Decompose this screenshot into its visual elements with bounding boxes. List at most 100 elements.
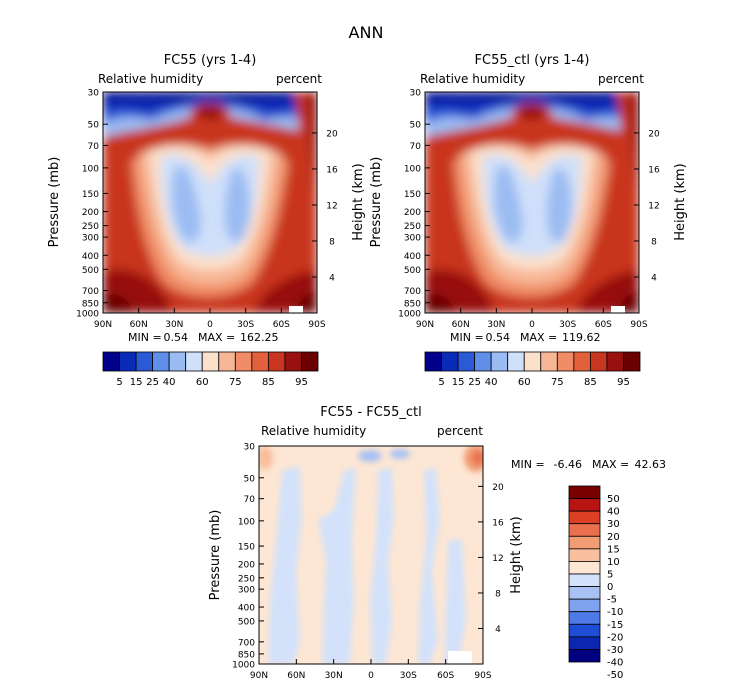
panel-title: FC55 (yrs 1-4)	[164, 53, 257, 68]
colorbar-label: 15	[130, 377, 143, 388]
x-tick-label: 0	[529, 320, 535, 330]
colorbar-box	[568, 523, 601, 537]
x-tick-label: 30N	[487, 320, 505, 330]
colorbar-box	[568, 636, 601, 650]
colorbar-box	[490, 351, 509, 372]
y-tick-label: 500	[404, 266, 421, 276]
height-tick-label: 8	[329, 237, 335, 247]
y-axis-height: 20 16 12 8 4	[478, 483, 504, 635]
x-tick-label: 60N	[452, 320, 470, 330]
negative-region	[370, 468, 394, 664]
colorbar-label: 25	[468, 377, 481, 388]
colorbar-label: 40	[607, 507, 620, 518]
x-tick-label: 90N	[416, 320, 434, 330]
y-axis-height: 20 16 12 8 4	[634, 129, 660, 283]
stats: MIN = 0.54 MAX = 162.25	[128, 331, 279, 344]
colorbar-label: -30	[607, 645, 623, 656]
y-tick-label: 700	[82, 287, 99, 297]
colorbar-label: 60	[518, 377, 531, 388]
positive-region	[472, 451, 483, 465]
max-value: 42.63	[635, 458, 667, 471]
y-tick-label: 400	[238, 604, 255, 614]
y-tick-label: 1000	[232, 661, 255, 671]
right-label: percent	[437, 424, 483, 438]
field-layers	[103, 92, 317, 313]
y-tick-label: 300	[404, 234, 421, 244]
y-tick-label: 100	[82, 164, 99, 174]
height-tick-label: 16	[326, 165, 338, 175]
negative-region	[444, 540, 466, 664]
colorbar-box	[301, 351, 319, 372]
x-axis: 90N 60N 30N 0 30S 60S 90S	[94, 308, 326, 330]
y-tick-label: 250	[82, 222, 99, 232]
y-tick-label: 1000	[76, 310, 99, 320]
colorbar-box	[424, 351, 442, 372]
colorbar-box	[568, 535, 601, 550]
colorbar-label: 10	[607, 557, 620, 568]
x-axis: 90N 60N 30N 0 30S 60S 90S	[416, 308, 648, 330]
colorbar-box	[284, 351, 302, 372]
colorbar-box	[589, 351, 608, 372]
colorbar-box	[568, 573, 601, 587]
colorbar-box	[556, 351, 575, 372]
y-tick-label: 300	[82, 234, 99, 244]
x-tick-label: 90N	[94, 320, 112, 330]
negative-region	[390, 449, 410, 459]
colorbar-label: -10	[607, 607, 623, 618]
positive-region	[259, 446, 273, 470]
height-tick-label: 16	[648, 165, 660, 175]
contour-layer	[518, 105, 546, 119]
colorbar-box	[568, 586, 601, 600]
colorbar-label: 75	[551, 377, 564, 388]
y-tick-label: 1000	[398, 310, 421, 320]
colorbar-box	[507, 351, 525, 372]
ylabel-height: Height (km)	[509, 516, 524, 593]
ylabel-pressure: Pressure (mb)	[369, 157, 384, 248]
humidity-field	[103, 92, 317, 313]
x-tick-label: 0	[207, 320, 213, 330]
panel-title: FC55 - FC55_ctl	[320, 405, 422, 420]
y-tick-label: 500	[238, 617, 255, 627]
y-tick-label: 70	[410, 142, 422, 152]
height-tick-label: 12	[648, 201, 659, 211]
stats: MIN = 0.54 MAX = 119.62	[450, 331, 601, 344]
y-tick-label: 250	[238, 574, 255, 584]
field-layers	[425, 92, 639, 313]
contour-layer	[305, 92, 317, 192]
colorbar-box	[568, 510, 601, 525]
min-value: 0.54	[486, 331, 511, 344]
colorbar-box	[251, 351, 269, 372]
x-axis: 90N 60N 30N 0 30S 60S 90S	[250, 659, 492, 681]
min-label: MIN =	[128, 331, 162, 344]
humidity-field	[425, 92, 639, 313]
x-tick-label: 30S	[559, 320, 576, 330]
height-tick-label: 20	[326, 129, 338, 139]
y-tick-label: 400	[82, 252, 99, 262]
y-tick-label: 850	[238, 650, 255, 660]
colorbar-box	[267, 351, 286, 372]
y-tick-label: 100	[404, 164, 421, 174]
colorbar-box	[168, 351, 187, 372]
right-label: percent	[276, 72, 322, 86]
y-tick-label: 50	[244, 474, 256, 484]
y-tick-label: 400	[404, 252, 421, 262]
colorbar-box	[102, 351, 120, 372]
ylabel-height: Height (km)	[351, 163, 366, 240]
colorbar: 5 15 25 40 60 75 85 95	[424, 351, 641, 388]
colorbar-label: 30	[607, 519, 620, 530]
colorbar-box	[218, 351, 236, 372]
colorbar-label: 0	[607, 582, 613, 593]
colorbar-label: 50	[607, 494, 620, 505]
y-tick-label: 500	[82, 266, 99, 276]
colorbar-label: 40	[163, 377, 176, 388]
colorbar-box	[441, 351, 459, 372]
x-tick-label: 90S	[308, 320, 325, 330]
height-tick-label: 20	[648, 129, 660, 139]
y-tick-label: 850	[404, 299, 421, 309]
right-label: percent	[598, 72, 644, 86]
min-label: MIN =	[450, 331, 484, 344]
